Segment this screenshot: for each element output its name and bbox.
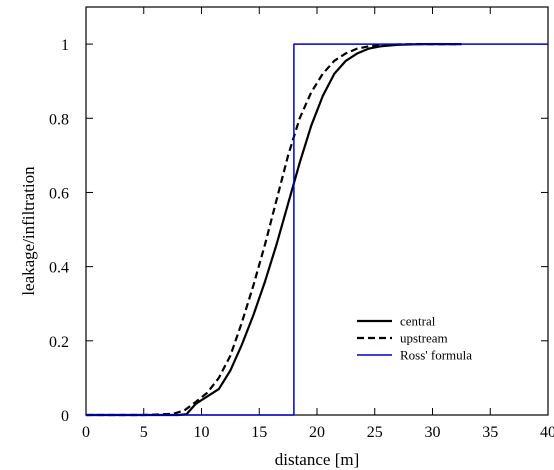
axis-ticks: [85, 7, 549, 416]
y-tick-label: 0.2: [49, 334, 69, 351]
x-tick-label: 10: [194, 424, 210, 441]
legend-central-label: central: [400, 314, 436, 329]
legend-ross-formula-label: Ross' formula: [400, 348, 472, 363]
x-tick-label: 40: [540, 424, 554, 441]
legend-upstream-label: upstream: [400, 331, 448, 346]
x-tick-label: 25: [367, 424, 383, 441]
plot-frame: [85, 6, 549, 416]
y-axis-label: leakage/infiltration: [19, 166, 38, 296]
y-tick-label: 0: [61, 408, 69, 425]
legend: central upstream Ross' formula: [357, 314, 472, 363]
upstream-line: [86, 42, 462, 417]
x-tick-label: 35: [482, 424, 498, 441]
y-tick-label: 0.8: [49, 111, 69, 128]
ross-formula-line: [86, 43, 548, 416]
x-tick-label: 20: [309, 424, 325, 441]
x-tick-label: 30: [425, 424, 441, 441]
y-tick-label: 0.6: [49, 185, 69, 202]
x-tick-label: 0: [82, 424, 90, 441]
x-axis-label: distance [m]: [275, 450, 360, 469]
central-line: [86, 42, 462, 417]
x-tick-label: 5: [140, 424, 148, 441]
tick-labels: 0 5 10 15 20 25 30 35 40 0 0.2 0.4 0.6 0.8 1: [49, 37, 554, 441]
y-tick-label: 0.4: [49, 260, 69, 277]
x-tick-label: 15: [251, 424, 267, 441]
series-layer: [86, 42, 548, 417]
y-tick-label: 1: [61, 37, 69, 54]
